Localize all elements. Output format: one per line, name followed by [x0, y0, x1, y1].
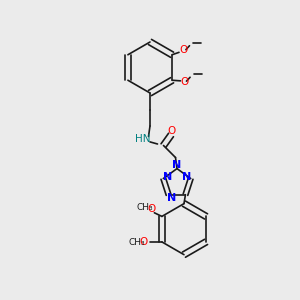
- Text: N: N: [163, 172, 172, 182]
- Text: CH₃: CH₃: [129, 238, 145, 247]
- Text: O: O: [181, 77, 189, 87]
- Text: O: O: [180, 45, 188, 55]
- Text: N: N: [182, 172, 191, 182]
- Text: N: N: [172, 160, 182, 170]
- Text: CH₃: CH₃: [136, 203, 153, 212]
- Text: O: O: [168, 126, 176, 136]
- Text: N: N: [167, 193, 176, 202]
- Text: O: O: [140, 237, 148, 247]
- Text: O: O: [147, 205, 155, 214]
- Text: HN: HN: [135, 134, 150, 145]
